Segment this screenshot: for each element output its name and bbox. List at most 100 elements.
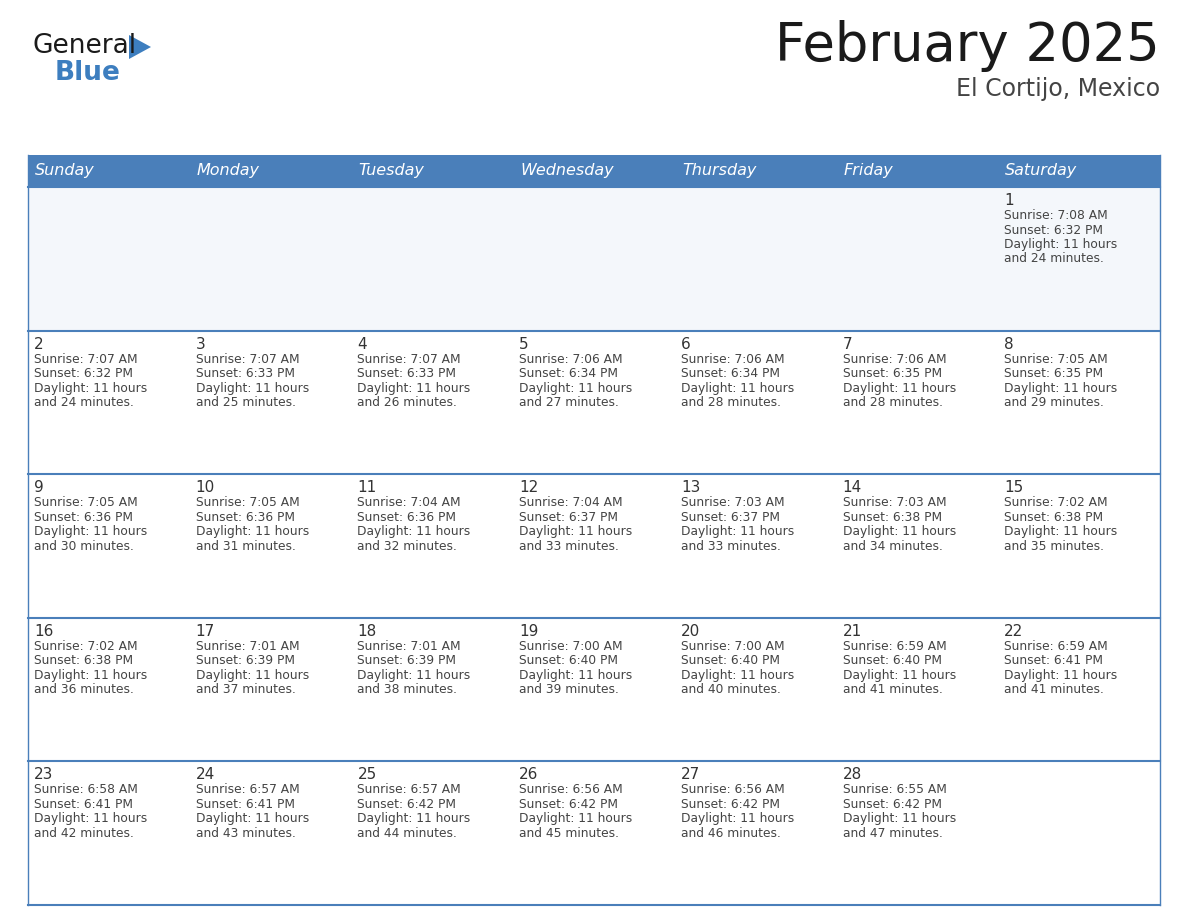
Text: Sunset: 6:37 PM: Sunset: 6:37 PM [681,510,779,523]
Text: Sunrise: 7:07 AM: Sunrise: 7:07 AM [358,353,461,365]
Text: and 31 minutes.: and 31 minutes. [196,540,296,553]
Text: Sunrise: 7:00 AM: Sunrise: 7:00 AM [519,640,623,653]
Text: and 26 minutes.: and 26 minutes. [358,396,457,409]
Text: 23: 23 [34,767,53,782]
Bar [836,618,998,761]
Text: Daylight: 11 hours: Daylight: 11 hours [196,382,309,395]
Text: Sunday: Sunday [34,163,95,178]
Text: Sunrise: 7:07 AM: Sunrise: 7:07 AM [34,353,138,365]
Polygon shape [129,35,151,59]
Text: 25: 25 [358,767,377,782]
Text: Sunrise: 7:04 AM: Sunrise: 7:04 AM [519,497,623,509]
Text: Sunset: 6:42 PM: Sunset: 6:42 PM [842,798,942,811]
Text: Daylight: 11 hours: Daylight: 11 hours [358,382,470,395]
Text: 10: 10 [196,480,215,495]
Text: Daylight: 11 hours: Daylight: 11 hours [519,669,632,682]
Text: 15: 15 [1004,480,1024,495]
Bar [29,761,190,905]
Text: Daylight: 11 hours: Daylight: 11 hours [1004,525,1118,538]
Text: 9: 9 [34,480,44,495]
Text: Daylight: 11 hours: Daylight: 11 hours [1004,669,1118,682]
Text: Sunrise: 6:57 AM: Sunrise: 6:57 AM [358,783,461,797]
Text: 5: 5 [519,337,529,352]
Text: and 28 minutes.: and 28 minutes. [842,396,942,409]
Text: 26: 26 [519,767,538,782]
Bar [836,187,998,330]
Text: 4: 4 [358,337,367,352]
Text: Daylight: 11 hours: Daylight: 11 hours [681,669,794,682]
Text: Sunrise: 6:56 AM: Sunrise: 6:56 AM [681,783,784,797]
Text: 18: 18 [358,624,377,639]
Bar [29,475,190,618]
Text: Sunset: 6:40 PM: Sunset: 6:40 PM [842,655,942,667]
Bar [675,187,836,330]
Text: 17: 17 [196,624,215,639]
Text: Sunset: 6:35 PM: Sunset: 6:35 PM [1004,367,1104,380]
Text: Sunset: 6:32 PM: Sunset: 6:32 PM [1004,223,1104,237]
Text: and 33 minutes.: and 33 minutes. [519,540,619,553]
Text: 19: 19 [519,624,538,639]
Text: Sunset: 6:36 PM: Sunset: 6:36 PM [34,510,133,523]
Text: Sunrise: 7:00 AM: Sunrise: 7:00 AM [681,640,784,653]
Text: Saturday: Saturday [1005,163,1078,178]
Text: Sunset: 6:41 PM: Sunset: 6:41 PM [196,798,295,811]
Text: Sunset: 6:36 PM: Sunset: 6:36 PM [196,510,295,523]
Text: and 39 minutes.: and 39 minutes. [519,683,619,696]
Text: and 28 minutes.: and 28 minutes. [681,396,781,409]
Text: Sunrise: 7:07 AM: Sunrise: 7:07 AM [196,353,299,365]
Text: Daylight: 11 hours: Daylight: 11 hours [358,525,470,538]
Text: Daylight: 11 hours: Daylight: 11 hours [1004,382,1118,395]
Bar [998,187,1159,330]
Text: Sunset: 6:39 PM: Sunset: 6:39 PM [196,655,295,667]
Bar [190,187,352,330]
Text: Daylight: 11 hours: Daylight: 11 hours [681,812,794,825]
Text: El Cortijo, Mexico: El Cortijo, Mexico [956,77,1159,101]
Bar [190,475,352,618]
Bar [190,330,352,475]
Bar [29,155,1159,187]
Text: Daylight: 11 hours: Daylight: 11 hours [196,669,309,682]
Bar [513,330,675,475]
Text: and 27 minutes.: and 27 minutes. [519,396,619,409]
Text: and 36 minutes.: and 36 minutes. [34,683,134,696]
Text: and 34 minutes.: and 34 minutes. [842,540,942,553]
Text: 24: 24 [196,767,215,782]
Text: Daylight: 11 hours: Daylight: 11 hours [358,812,470,825]
Text: 13: 13 [681,480,700,495]
Text: and 38 minutes.: and 38 minutes. [358,683,457,696]
Bar [675,618,836,761]
Text: Sunset: 6:42 PM: Sunset: 6:42 PM [519,798,618,811]
Text: Sunrise: 7:06 AM: Sunrise: 7:06 AM [519,353,623,365]
Bar [675,330,836,475]
Text: Sunrise: 6:59 AM: Sunrise: 6:59 AM [1004,640,1108,653]
Text: Sunset: 6:41 PM: Sunset: 6:41 PM [34,798,133,811]
Text: Sunset: 6:38 PM: Sunset: 6:38 PM [34,655,133,667]
Text: Sunset: 6:38 PM: Sunset: 6:38 PM [842,510,942,523]
Text: 7: 7 [842,337,852,352]
Text: Sunrise: 7:03 AM: Sunrise: 7:03 AM [681,497,784,509]
Text: Sunrise: 7:06 AM: Sunrise: 7:06 AM [681,353,784,365]
Bar [513,475,675,618]
Text: February 2025: February 2025 [776,20,1159,72]
Text: Sunrise: 7:05 AM: Sunrise: 7:05 AM [34,497,138,509]
Text: Sunset: 6:40 PM: Sunset: 6:40 PM [681,655,779,667]
Text: General: General [33,33,137,59]
Text: and 41 minutes.: and 41 minutes. [842,683,942,696]
Text: Sunrise: 7:08 AM: Sunrise: 7:08 AM [1004,209,1108,222]
Text: and 24 minutes.: and 24 minutes. [1004,252,1104,265]
Bar [675,761,836,905]
Text: Sunrise: 7:05 AM: Sunrise: 7:05 AM [196,497,299,509]
Text: Sunrise: 7:01 AM: Sunrise: 7:01 AM [196,640,299,653]
Text: and 47 minutes.: and 47 minutes. [842,827,942,840]
Text: and 25 minutes.: and 25 minutes. [196,396,296,409]
Bar [836,475,998,618]
Text: Sunset: 6:33 PM: Sunset: 6:33 PM [196,367,295,380]
Text: 16: 16 [34,624,53,639]
Text: 21: 21 [842,624,861,639]
Text: 6: 6 [681,337,690,352]
Text: Sunrise: 6:55 AM: Sunrise: 6:55 AM [842,783,947,797]
Text: Daylight: 11 hours: Daylight: 11 hours [196,812,309,825]
Text: and 32 minutes.: and 32 minutes. [358,540,457,553]
Text: Sunset: 6:34 PM: Sunset: 6:34 PM [681,367,779,380]
Text: 2: 2 [34,337,44,352]
